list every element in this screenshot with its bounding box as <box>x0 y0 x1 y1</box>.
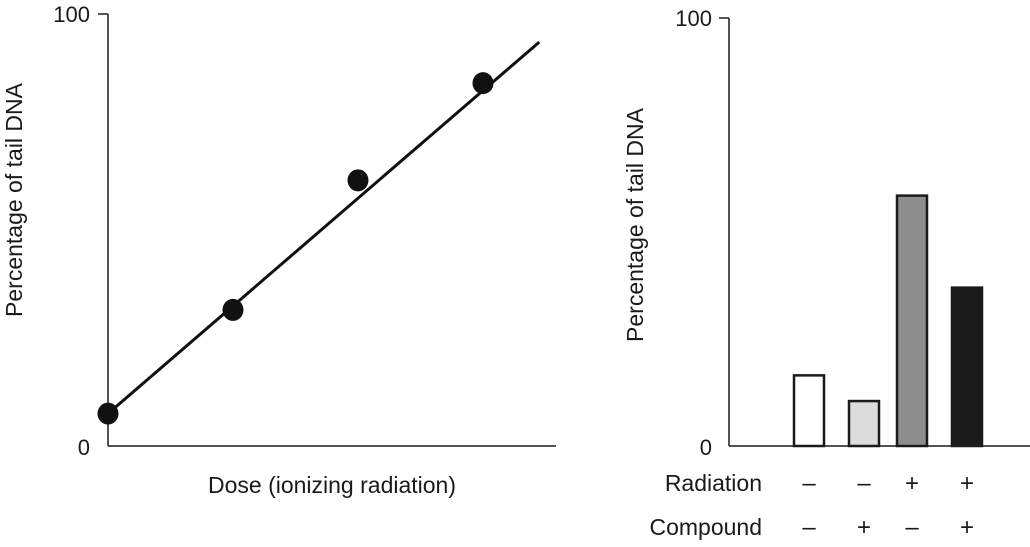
condition-symbol: – <box>857 470 871 497</box>
data-point <box>222 298 244 321</box>
condition-symbol: + <box>960 514 974 541</box>
data-points <box>97 72 494 425</box>
data-point <box>347 169 369 192</box>
data-point <box>472 72 494 95</box>
right-y-tick-label-min: 0 <box>700 435 712 460</box>
left-chart: 100 0 Percentage of tail DNA Dose (ioniz… <box>1 2 556 498</box>
left-y-axis-label: Percentage of tail DNA <box>1 82 27 317</box>
left-y-tick-label-max: 100 <box>53 2 90 27</box>
condition-symbol: – <box>905 514 919 541</box>
bar <box>895 194 929 448</box>
bar <box>792 374 826 448</box>
bars <box>792 194 984 448</box>
bar <box>950 286 984 448</box>
data-point <box>97 402 119 425</box>
right-chart: 100 0 Percentage of tail DNA Radiation – –… <box>622 6 1030 541</box>
right-y-axis-label: Percentage of tail DNA <box>622 107 648 342</box>
condition-row-label: Compound <box>649 514 762 540</box>
condition-symbol: – <box>802 470 816 497</box>
left-x-axis-label: Dose (ionizing radiation) <box>208 472 456 498</box>
fit-line <box>107 40 541 415</box>
left-y-tick-label-min: 0 <box>78 435 90 460</box>
right-y-tick-label-max: 100 <box>675 6 712 31</box>
bar <box>847 399 881 448</box>
condition-symbol: – <box>802 514 816 541</box>
condition-row-label: Radiation <box>665 470 762 496</box>
condition-symbol: + <box>960 470 974 497</box>
condition-table: Radiation – – + + Compound – + – + <box>649 470 974 541</box>
condition-symbol: + <box>857 514 871 541</box>
condition-symbol: + <box>905 470 919 497</box>
